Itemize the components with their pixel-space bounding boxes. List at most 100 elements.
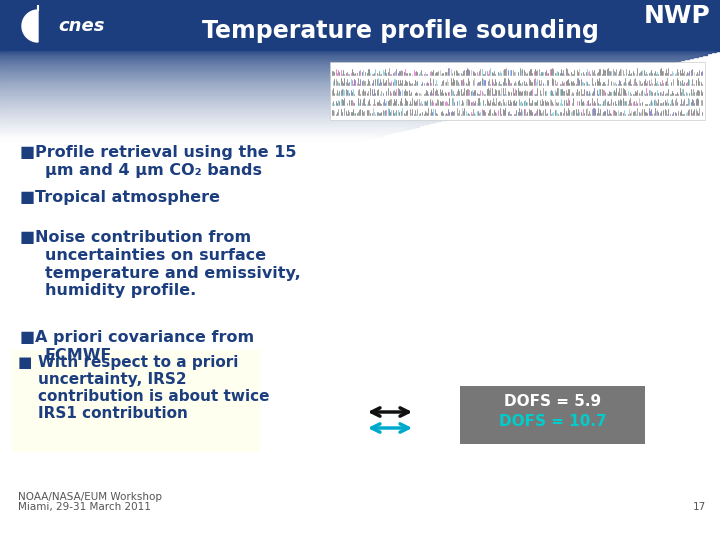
Text: humidity profile.: humidity profile. — [45, 284, 197, 299]
Bar — [0, 112, 468, 114]
Text: Miami, 29-31 March 2011: Miami, 29-31 March 2011 — [18, 502, 151, 512]
Bar — [0, 99, 522, 100]
Text: Tropical atmosphere: Tropical atmosphere — [35, 190, 220, 205]
Bar — [0, 52, 711, 53]
Text: cnes: cnes — [58, 17, 104, 35]
Bar — [0, 113, 464, 115]
Bar — [460, 386, 645, 444]
Bar — [0, 73, 626, 75]
Bar — [0, 131, 396, 132]
Bar — [0, 58, 684, 60]
Bar — [0, 59, 680, 61]
Bar — [0, 116, 454, 118]
Bar — [0, 126, 414, 127]
Bar — [0, 86, 572, 88]
Bar — [0, 71, 634, 72]
Bar — [0, 125, 418, 126]
Bar — [0, 90, 558, 92]
Bar — [0, 76, 616, 77]
Text: NWP: NWP — [643, 4, 710, 28]
Text: ■: ■ — [20, 145, 35, 160]
Text: ■: ■ — [20, 230, 35, 245]
Bar — [0, 87, 567, 90]
Bar — [0, 134, 382, 136]
Bar — [0, 79, 603, 80]
Bar — [330, 62, 705, 120]
Bar — [0, 111, 472, 113]
Bar — [0, 62, 670, 64]
Bar — [0, 132, 392, 133]
Bar — [0, 65, 657, 67]
Bar — [0, 100, 518, 102]
Bar — [0, 82, 590, 84]
Text: uncertainties on surface: uncertainties on surface — [45, 248, 266, 263]
Text: A priori covariance from: A priori covariance from — [35, 330, 254, 345]
Bar — [0, 51, 716, 52]
Text: NOAA/NASA/EUM Workshop: NOAA/NASA/EUM Workshop — [18, 492, 162, 502]
Bar — [0, 130, 400, 131]
Bar — [0, 104, 504, 105]
Bar — [0, 84, 580, 86]
Bar — [0, 135, 378, 137]
Bar — [0, 60, 675, 63]
Text: ECMWF: ECMWF — [45, 348, 112, 363]
Bar — [0, 133, 387, 134]
Bar — [0, 93, 544, 95]
Bar — [0, 102, 513, 103]
Bar — [0, 83, 585, 85]
Bar — [0, 123, 428, 124]
Bar — [0, 117, 450, 119]
Bar — [0, 77, 612, 78]
Text: uncertainty, IRS2: uncertainty, IRS2 — [38, 372, 186, 387]
Bar — [0, 72, 630, 73]
Bar — [0, 122, 432, 123]
Bar — [0, 55, 698, 57]
Text: Profile retrieval using the 15: Profile retrieval using the 15 — [35, 145, 297, 160]
Bar — [0, 127, 410, 129]
Bar — [0, 107, 490, 109]
Bar — [12, 350, 260, 452]
Text: With respect to a priori: With respect to a priori — [38, 355, 238, 370]
Bar — [0, 54, 702, 56]
Bar — [0, 124, 423, 125]
Bar — [0, 92, 549, 94]
Bar — [0, 115, 459, 117]
Text: ■: ■ — [18, 355, 32, 370]
Bar — [0, 56, 693, 58]
Bar — [0, 109, 482, 111]
Bar — [0, 119, 441, 121]
Bar — [0, 69, 644, 70]
Bar — [0, 78, 608, 79]
Text: Noise contribution from: Noise contribution from — [35, 230, 251, 245]
Bar — [0, 74, 621, 76]
Bar — [0, 68, 648, 69]
Bar — [0, 108, 486, 110]
Text: temperature and emissivity,: temperature and emissivity, — [45, 266, 301, 281]
Bar — [0, 138, 364, 140]
Text: Temperature profile sounding: Temperature profile sounding — [202, 19, 598, 43]
Bar — [0, 50, 720, 51]
Bar — [0, 70, 639, 71]
Bar — [0, 118, 446, 120]
Bar — [0, 91, 554, 93]
Bar — [0, 103, 508, 104]
Bar — [0, 105, 500, 106]
Text: IRS1 contribution: IRS1 contribution — [38, 406, 188, 421]
Text: ■: ■ — [20, 330, 35, 345]
Text: DOFS = 5.9: DOFS = 5.9 — [504, 394, 601, 409]
Bar — [0, 110, 477, 112]
Bar — [0, 53, 706, 55]
Text: 17: 17 — [693, 502, 706, 512]
Text: µm and 4 µm CO₂ bands: µm and 4 µm CO₂ bands — [45, 163, 262, 178]
Bar — [0, 97, 531, 98]
Bar — [0, 137, 369, 139]
Bar — [0, 94, 540, 96]
Bar — [0, 80, 598, 82]
Bar — [0, 81, 594, 83]
Bar — [0, 85, 576, 87]
Bar — [0, 89, 562, 91]
Bar — [0, 63, 666, 65]
Bar — [0, 106, 495, 107]
Polygon shape — [22, 10, 38, 42]
Bar — [0, 120, 436, 122]
